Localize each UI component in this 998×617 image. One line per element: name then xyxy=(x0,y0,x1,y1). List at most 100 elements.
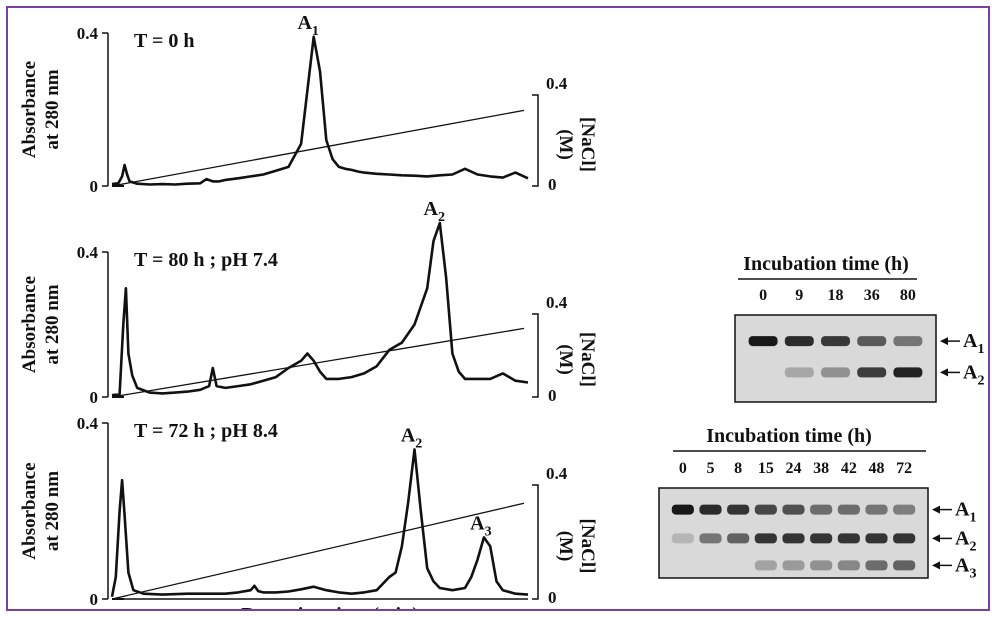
peak-label: A2 xyxy=(424,198,445,225)
gel-band xyxy=(893,533,916,544)
y-tick-label: 0.4 xyxy=(77,24,99,43)
gel-title: Incubation time (h) xyxy=(743,253,909,275)
y-axis-label: Absorbance xyxy=(19,61,40,158)
gel-band xyxy=(857,367,887,378)
y-axis-label: Absorbance xyxy=(19,276,40,373)
right-axis-label: (M) xyxy=(555,531,576,562)
y-axis-label: Absorbance xyxy=(19,462,40,559)
condition-label: T = 72 h ; pH 8.4 xyxy=(134,420,278,442)
band-arrow-head xyxy=(932,505,940,514)
right-axis-bracket xyxy=(532,313,539,398)
right-tick-label: 0.4 xyxy=(546,74,568,93)
right-tick-label: 0 xyxy=(548,386,557,405)
right-tick-label: 0.4 xyxy=(546,464,568,483)
right-axis-bracket xyxy=(532,484,539,600)
gel-band xyxy=(671,504,694,515)
y-tick-label: 0 xyxy=(90,388,99,407)
absorbance-trace xyxy=(111,35,529,186)
gel-lane-label: 0 xyxy=(759,287,767,304)
y-tick-label: 0 xyxy=(90,590,99,609)
gel-band xyxy=(821,367,850,378)
band-label: A2 xyxy=(955,527,976,554)
gel-lane-label: 18 xyxy=(828,287,844,304)
gel-band xyxy=(784,336,814,347)
gel-band xyxy=(837,504,860,515)
y-tick-label: 0.4 xyxy=(77,243,99,262)
gel-band xyxy=(727,504,750,515)
gel-band xyxy=(754,533,777,544)
y-axis-label: at 280 nm xyxy=(42,284,63,364)
salt-gradient-line xyxy=(111,502,525,600)
y-axis-label: at 280 nm xyxy=(42,69,63,149)
gel-lane-label: 72 xyxy=(896,460,912,477)
gel-band xyxy=(754,504,777,515)
gel-band xyxy=(837,533,860,544)
condition-label: T = 80 h ; pH 7.4 xyxy=(134,249,278,271)
gel-band xyxy=(782,504,805,515)
gel-band xyxy=(893,504,916,515)
peak-label: A3 xyxy=(470,512,491,539)
salt-gradient-line xyxy=(111,109,525,187)
gel-band xyxy=(782,560,805,571)
gel-image xyxy=(734,314,937,403)
right-axis-label: (M) xyxy=(555,344,576,375)
gel-band xyxy=(782,533,805,544)
y-tick-label: 0 xyxy=(90,177,99,196)
gel-band xyxy=(810,533,833,544)
gel-band xyxy=(865,504,888,515)
right-tick-label: 0.4 xyxy=(546,293,568,312)
peak-label: A1 xyxy=(297,12,318,39)
gel-lane-label: 9 xyxy=(795,287,803,304)
gel-lane-label: 8 xyxy=(734,460,742,477)
y-axis-label: at 280 nm xyxy=(42,471,63,551)
gel-band xyxy=(810,504,833,515)
gel-lane-label: 48 xyxy=(869,460,885,477)
gel-band xyxy=(893,367,923,378)
gel-band xyxy=(699,533,722,544)
condition-label: T = 0 h xyxy=(134,30,195,52)
gel-lane-label: 36 xyxy=(864,287,880,304)
right-axis-label: (M) xyxy=(555,129,576,160)
gel-band xyxy=(821,336,850,347)
gel-band xyxy=(893,560,916,571)
gel-lane-label: 24 xyxy=(786,460,802,477)
absorbance-trace xyxy=(110,448,529,598)
band-arrow-head xyxy=(940,368,948,377)
gel-lane-label: 15 xyxy=(758,460,774,477)
x-tick-label: 0 xyxy=(112,605,121,609)
gel-band xyxy=(857,336,887,347)
gel-lane-label: 5 xyxy=(707,460,715,477)
band-label: A1 xyxy=(955,499,976,526)
gel-band xyxy=(699,504,722,515)
right-tick-label: 0 xyxy=(548,175,557,194)
band-arrow-head xyxy=(940,337,948,346)
right-axis-label: [NaCl] xyxy=(577,332,598,387)
band-label: A2 xyxy=(963,361,984,388)
x-axis-label: Retention time (min) xyxy=(241,604,419,609)
right-axis-label: [NaCl] xyxy=(577,519,598,574)
peak-label: A2 xyxy=(401,424,422,451)
gel-lane-label: 42 xyxy=(841,460,857,477)
gel-band xyxy=(727,533,750,544)
gel-band xyxy=(754,560,777,571)
gel-band xyxy=(865,533,888,544)
gel-band xyxy=(837,560,860,571)
gel-title: Incubation time (h) xyxy=(706,425,872,447)
gel-band xyxy=(865,560,888,571)
right-axis-label: [NaCl] xyxy=(577,117,598,172)
right-tick-label: 0 xyxy=(548,588,557,607)
gel-lane-label: 80 xyxy=(900,287,916,304)
right-axis-bracket xyxy=(532,94,539,187)
gel-lane-label: 0 xyxy=(679,460,687,477)
salt-gradient-line xyxy=(111,327,525,398)
gel-band xyxy=(671,533,694,544)
x-tick-label: 33 xyxy=(519,605,537,609)
gel-band xyxy=(784,367,814,378)
band-arrow-head xyxy=(932,561,940,570)
gel-band xyxy=(810,560,833,571)
gel-lane-label: 38 xyxy=(813,460,829,477)
gel-band xyxy=(893,336,923,347)
y-tick-label: 0.4 xyxy=(77,414,99,433)
band-arrow-head xyxy=(932,534,940,543)
